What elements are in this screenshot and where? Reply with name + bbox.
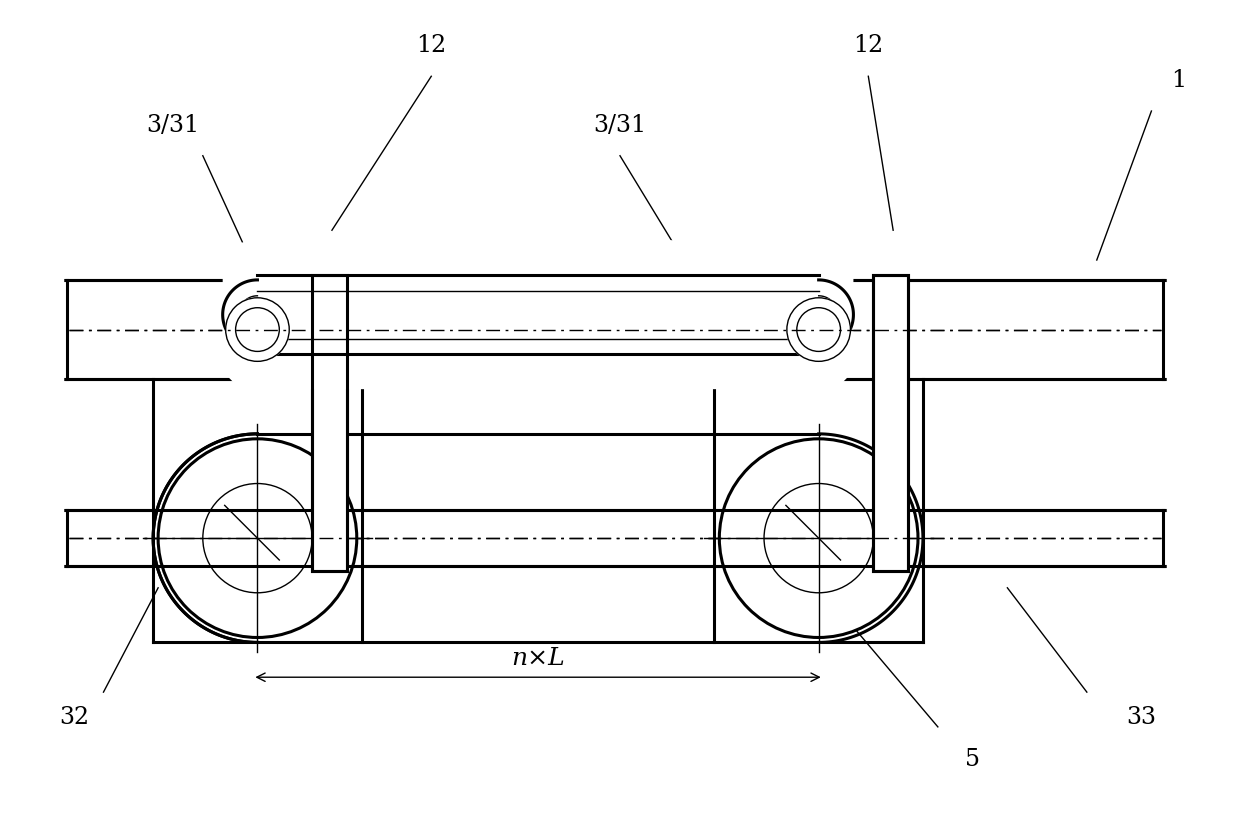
Text: 5: 5 xyxy=(965,747,980,770)
Text: 33: 33 xyxy=(1127,705,1157,729)
Text: 12: 12 xyxy=(417,35,446,57)
Bar xyxy=(873,275,908,571)
Circle shape xyxy=(719,439,918,638)
Circle shape xyxy=(787,299,851,362)
Bar xyxy=(873,275,908,571)
Text: n×L: n×L xyxy=(511,647,565,670)
Text: 12: 12 xyxy=(853,35,883,57)
Text: 1: 1 xyxy=(1172,69,1187,92)
Text: 3/31: 3/31 xyxy=(146,114,200,136)
Bar xyxy=(312,275,347,571)
Text: 32: 32 xyxy=(58,705,89,729)
Bar xyxy=(312,275,347,571)
Text: 3/31: 3/31 xyxy=(594,114,646,136)
Bar xyxy=(873,275,908,571)
FancyBboxPatch shape xyxy=(223,241,853,390)
Circle shape xyxy=(226,299,289,362)
Circle shape xyxy=(159,439,357,638)
Bar xyxy=(312,275,347,571)
